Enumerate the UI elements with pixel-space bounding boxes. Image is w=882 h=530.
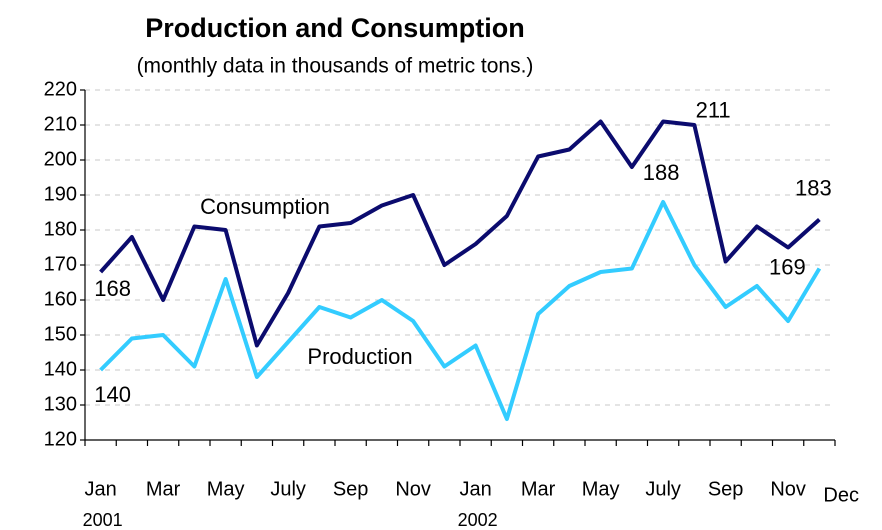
year-label: 2001 bbox=[83, 510, 123, 530]
x-tick-label: July bbox=[270, 478, 306, 500]
data-label: 188 bbox=[643, 160, 680, 185]
series-label: Consumption bbox=[200, 194, 330, 219]
y-tick-label: 220 bbox=[44, 78, 77, 100]
year-label: 2002 bbox=[458, 510, 498, 530]
y-tick-label: 130 bbox=[44, 393, 77, 415]
x-tick-label: May bbox=[582, 478, 620, 500]
x-tick-label: Jan bbox=[85, 478, 117, 500]
x-tick-label: Dec bbox=[823, 484, 859, 506]
y-tick-label: 180 bbox=[44, 218, 77, 240]
y-tick-label: 140 bbox=[44, 358, 77, 380]
series-line bbox=[99, 200, 822, 421]
y-tick-label: 120 bbox=[44, 428, 77, 450]
series-label: Production bbox=[307, 344, 412, 369]
y-tick-label: 150 bbox=[44, 323, 77, 345]
data-label: 183 bbox=[795, 175, 832, 200]
x-tick-label: Mar bbox=[146, 478, 181, 500]
y-tick-label: 200 bbox=[44, 148, 77, 170]
x-tick-label: July bbox=[645, 478, 681, 500]
y-tick-label: 160 bbox=[44, 288, 77, 310]
x-tick-label: Sep bbox=[333, 478, 369, 500]
y-tick-label: 170 bbox=[44, 253, 77, 275]
data-label: 169 bbox=[769, 254, 806, 279]
series-line bbox=[99, 119, 821, 348]
x-tick-label: Nov bbox=[770, 478, 806, 500]
x-tick-label: Jan bbox=[460, 478, 492, 500]
chart-subtitle: (monthly data in thousands of metric ton… bbox=[137, 55, 534, 78]
data-label: 168 bbox=[94, 276, 131, 301]
x-tick-label: May bbox=[207, 478, 245, 500]
chart-title: Production and Consumption bbox=[145, 13, 524, 43]
x-tick-label: Sep bbox=[708, 478, 744, 500]
y-tick-label: 210 bbox=[44, 113, 77, 135]
data-label: 140 bbox=[94, 382, 131, 407]
x-tick-label: Nov bbox=[395, 478, 431, 500]
x-tick-label: Mar bbox=[521, 478, 556, 500]
y-tick-label: 190 bbox=[44, 183, 77, 205]
data-label: 211 bbox=[696, 97, 731, 122]
